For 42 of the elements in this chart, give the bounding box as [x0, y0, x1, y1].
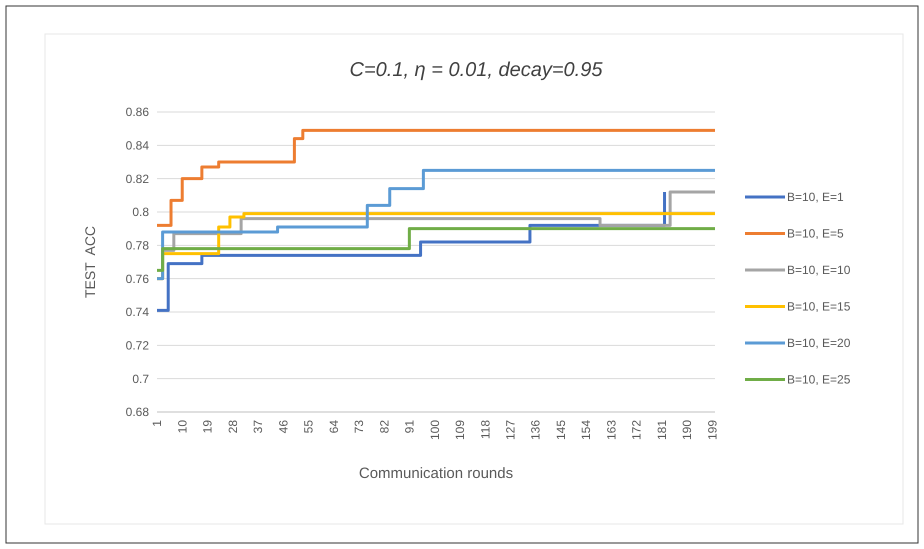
legend-label: B=10, E=15 [787, 300, 851, 314]
y-tick-label: 0.8 [132, 205, 150, 220]
x-tick-label: 1 [150, 420, 164, 427]
y-tick-label: 0.76 [126, 272, 150, 286]
y-tick-label: 0.68 [126, 405, 150, 420]
x-tick-label: 163 [604, 420, 618, 440]
x-tick-label: 73 [352, 420, 366, 434]
x-tick-label: 127 [504, 420, 518, 440]
x-tick-label: 28 [226, 420, 240, 434]
x-tick-label: 136 [528, 420, 543, 440]
x-tick-label: 64 [326, 420, 341, 434]
y-tick-label: 0.84 [126, 138, 150, 153]
x-tick-label: 118 [478, 420, 492, 440]
x-tick-label: 145 [554, 420, 568, 440]
x-tick-label: 37 [251, 420, 266, 434]
x-tick-label: 100 [428, 420, 442, 440]
y-axis-title: TEST ACC [82, 226, 98, 298]
x-tick-label: 172 [630, 420, 644, 440]
x-tick-label: 19 [200, 420, 215, 434]
legend-label: B=10, E=5 [787, 226, 844, 241]
y-tick-label: 0.74 [126, 305, 150, 320]
chart-title: C=0.1, η = 0.01, decay=0.95 [350, 59, 604, 81]
x-axis-title: Communication rounds [358, 465, 514, 482]
y-tick-label: 0.86 [126, 105, 150, 120]
x-tick-label: 190 [680, 420, 694, 440]
y-tick-label: 0.78 [126, 238, 150, 253]
x-tick-label: 55 [302, 420, 316, 434]
x-tick-label: 181 [654, 420, 669, 440]
x-tick-label: 46 [276, 420, 290, 434]
x-tick-label: 199 [705, 420, 720, 440]
x-tick-label: 109 [453, 420, 468, 440]
legend-label: B=10, E=25 [787, 372, 851, 387]
x-tick-label: 10 [175, 420, 190, 434]
y-tick-label: 0.82 [126, 172, 150, 186]
x-tick-label: 91 [402, 420, 417, 434]
y-tick-label: 0.7 [132, 372, 150, 386]
legend-label: B=10, E=20 [787, 336, 851, 350]
legend-label: B=10, E=1 [787, 190, 844, 204]
x-tick-label: 82 [377, 420, 392, 434]
legend-label: B=10, E=10 [787, 263, 851, 278]
y-tick-label: 0.72 [126, 338, 150, 353]
x-tick-label: 154 [579, 420, 594, 440]
